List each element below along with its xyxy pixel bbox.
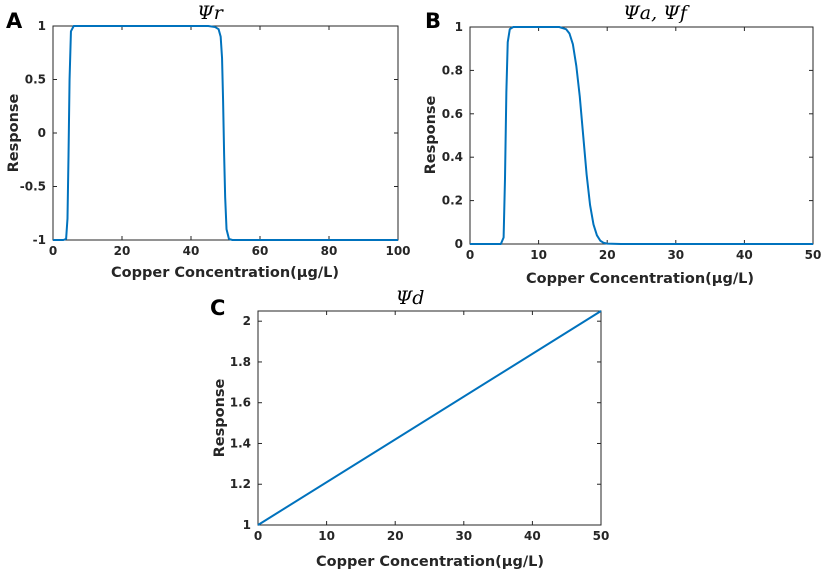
panel-a-x-tick-label: 20 — [114, 244, 131, 258]
panel-c-y-tick-label: 1.2 — [230, 477, 251, 491]
panel-a-x-tick-label: 80 — [321, 244, 338, 258]
panel-b-y-tick-label: 0.4 — [442, 150, 463, 164]
panel-a-x-tick-label: 100 — [385, 244, 410, 258]
panel-letter-a: A — [6, 9, 23, 33]
panel-c-y-axis-label: Response — [212, 378, 228, 457]
panel-a-y-tick-label: -0.5 — [20, 180, 46, 194]
panel-a-x-axis-label: Copper Concentration(μg/L) — [111, 265, 339, 281]
panel-a-y-tick-label: -1 — [33, 233, 46, 247]
panel-c-x-tick-label: 40 — [524, 529, 541, 543]
panel-b-x-tick-label: 50 — [805, 248, 822, 262]
panel-c-x-tick-label: 20 — [387, 529, 404, 543]
panel-b-y-tick-label: 0.2 — [442, 194, 463, 208]
panel-b-title: Ψa, Ψf — [623, 2, 690, 24]
panel-c-plot-area — [257, 310, 602, 526]
panel-c-title: Ψd — [396, 287, 425, 309]
panel-b-y-tick-label: 0.8 — [442, 63, 463, 77]
panel-a-y-tick-label: 0.5 — [25, 73, 46, 87]
panel-c-x-tick-label: 50 — [593, 529, 610, 543]
panel-letter-b: B — [425, 9, 441, 33]
panel-c-y-tick-label: 1.8 — [230, 355, 251, 369]
panel-a-response-line — [53, 25, 398, 241]
panel-b-response-line — [470, 26, 813, 245]
panel-c-y-tick-label: 2 — [243, 314, 251, 328]
panel-c-y-tick-label: 1 — [243, 518, 251, 532]
panel-a: A Ψr Copper Concentration(μg/L) Response… — [6, 2, 411, 281]
panel-b-x-tick-label: 30 — [667, 248, 684, 262]
panel-c-y-tick-label: 1.4 — [230, 436, 251, 450]
panel-c-response-line — [257, 310, 602, 526]
panel-b-x-tick-label: 0 — [466, 248, 474, 262]
panel-a-y-tick-label: 1 — [38, 19, 46, 33]
panel-b-y-tick-label: 0 — [455, 237, 463, 251]
panel-a-x-tick-label: 0 — [49, 244, 57, 258]
panel-c: C Ψd Copper Concentration(μg/L) Response… — [210, 287, 609, 570]
panel-b-x-tick-label: 40 — [736, 248, 753, 262]
panel-a-y-tick-label: 0 — [38, 126, 46, 140]
panel-b-y-axis-label: Response — [423, 95, 439, 174]
panel-letter-c: C — [210, 296, 225, 320]
panel-b-y-tick-label: 0.6 — [442, 107, 463, 121]
panel-c-x-tick-label: 30 — [455, 529, 472, 543]
panel-b-x-tick-label: 10 — [530, 248, 547, 262]
panel-c-x-axis-label: Copper Concentration(μg/L) — [316, 554, 544, 570]
panel-a-y-axis-label: Response — [6, 93, 22, 172]
panel-b-y-tick-label: 1 — [455, 20, 463, 34]
panel-a-title: Ψr — [197, 2, 225, 24]
panel-b: B Ψa, Ψf Copper Concentration(μg/L) Resp… — [423, 2, 821, 287]
panel-a-x-tick-label: 60 — [252, 244, 269, 258]
panel-c-x-tick-label: 0 — [254, 529, 262, 543]
panel-c-y-tick-label: 1.6 — [230, 396, 251, 410]
panel-c-x-tick-label: 10 — [318, 529, 335, 543]
panel-b-x-tick-label: 20 — [599, 248, 616, 262]
panel-b-plot-area — [469, 26, 814, 245]
panel-b-x-axis-label: Copper Concentration(μg/L) — [526, 271, 754, 287]
panel-a-x-tick-label: 40 — [183, 244, 200, 258]
